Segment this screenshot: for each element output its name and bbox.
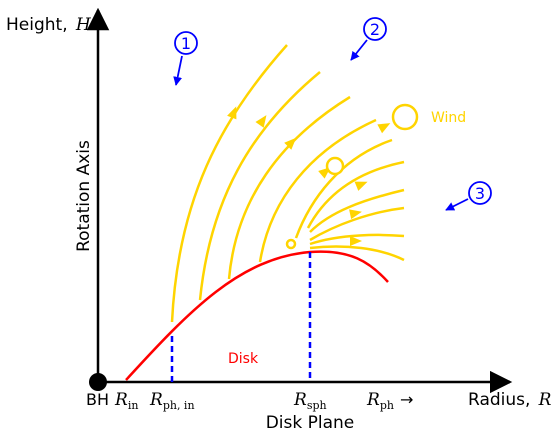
- wind-label: Wind: [431, 110, 466, 126]
- marker-2: 2: [350, 17, 387, 61]
- streamline: [198, 71, 321, 301]
- wind-arrowhead: [354, 181, 368, 191]
- streamline: [258, 118, 377, 263]
- height-axis-label: Height, H: [6, 15, 92, 35]
- disk-plane-label: Disk Plane: [266, 413, 355, 433]
- black-hole: [89, 373, 107, 391]
- streamline: [309, 206, 405, 242]
- wind-arrowhead: [227, 106, 237, 120]
- r-in-label: Rin: [114, 390, 138, 412]
- marker-1: 1: [173, 31, 198, 86]
- marker-3: 3: [445, 181, 492, 211]
- wind-blob-medium: [325, 156, 345, 176]
- disk-label: Disk: [228, 351, 259, 367]
- wind-blob-large: [391, 103, 419, 131]
- rotation-axis-label: Rotation Axis: [74, 140, 94, 252]
- marker-2-label: 2: [370, 20, 380, 39]
- disk-curve: [125, 250, 389, 381]
- streamline: [309, 245, 405, 262]
- wind-arrowhead: [255, 115, 267, 128]
- streamline: [170, 44, 288, 323]
- wind-arrowhead: [350, 236, 362, 246]
- streamline: [294, 138, 393, 239]
- wind-arrowhead: [284, 137, 297, 150]
- streamline: [227, 95, 351, 280]
- marker-3-label: 3: [475, 184, 485, 203]
- bh-label: BH: [86, 390, 109, 409]
- height-word: Height,: [6, 15, 68, 35]
- streamline: [309, 188, 405, 233]
- r-sph-label: Rsph: [293, 390, 327, 412]
- radius-axis-label: Radius, R: [468, 390, 552, 410]
- wind-arrowhead: [377, 123, 391, 134]
- height-symbol: H: [75, 15, 92, 35]
- wind-blob-small: [285, 238, 297, 250]
- streamline: [306, 160, 405, 229]
- streamline: [309, 233, 405, 246]
- radius-word: Radius,: [468, 390, 530, 410]
- wind-streamlines: [170, 44, 405, 323]
- marker-1-label: 1: [181, 34, 191, 53]
- radius-symbol: R: [538, 390, 552, 410]
- r-ph-label: Rph →: [366, 390, 413, 412]
- r-ph-in-label: Rph, in: [149, 390, 195, 412]
- wind-arrowhead: [349, 209, 362, 220]
